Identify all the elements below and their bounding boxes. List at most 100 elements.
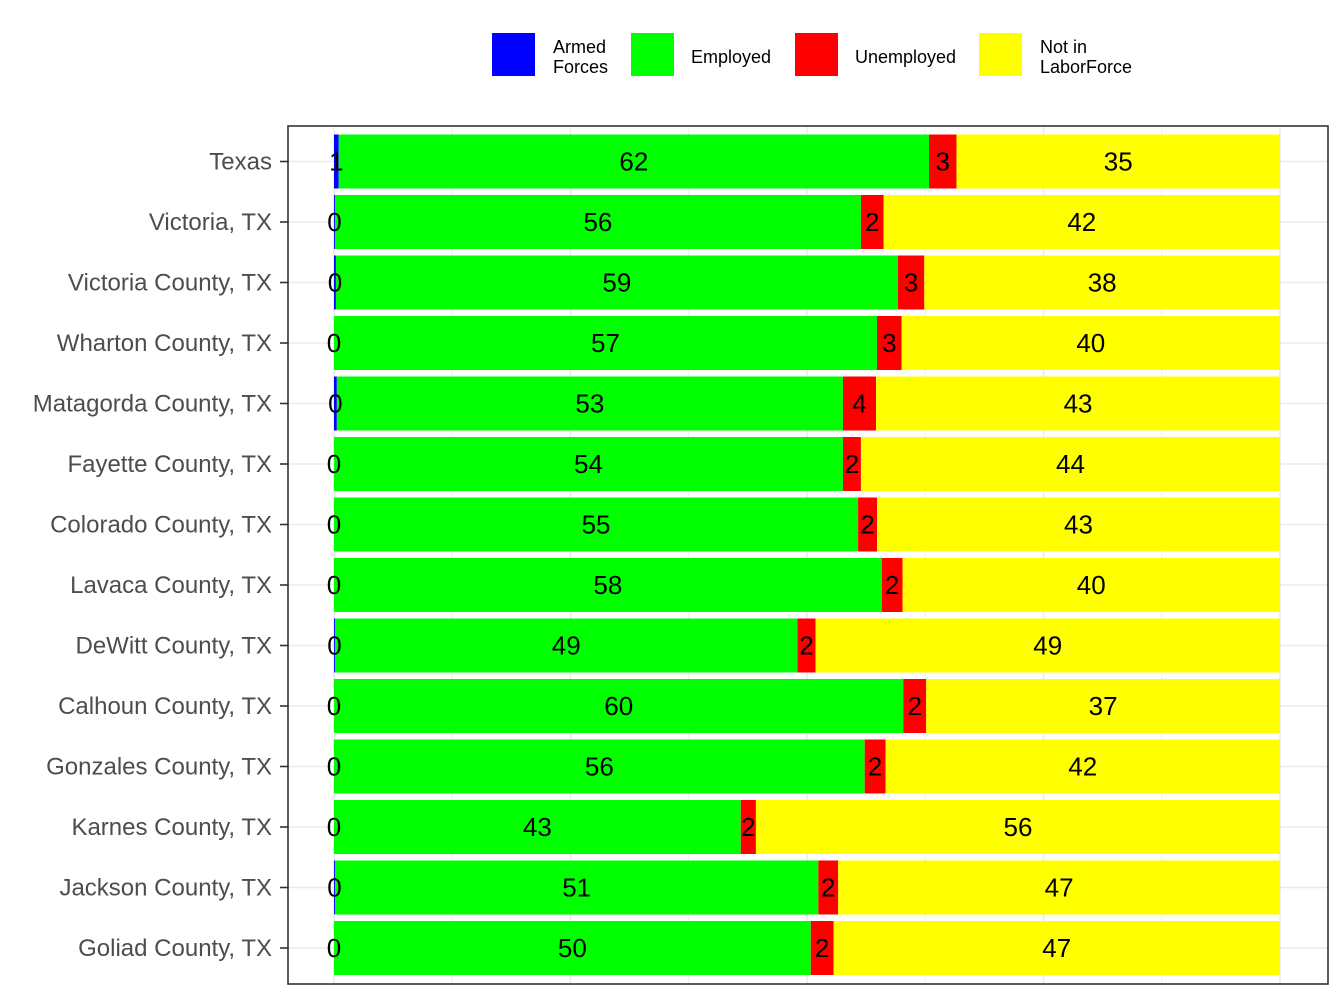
legend-key [979,33,1022,76]
legend-label: Employed [691,47,771,67]
bar-segment-unemployed [903,679,927,733]
segment-value-label: 2 [868,752,882,782]
segment-value-label: 47 [1042,933,1071,963]
bar-segment-armed-forces [334,860,335,915]
segment-value-label: 42 [1068,752,1097,782]
bar-segment-unemployed [877,316,902,370]
segment-value-label: 0 [327,328,341,358]
segment-value-label: 2 [845,449,859,479]
bar-segment-employed [334,497,859,552]
segment-value-label: 58 [593,570,622,600]
bar-segment-armed-forces [334,255,336,310]
bar-segment-unemployed [740,800,756,854]
category-label: Fayette County, TX [67,451,272,478]
segment-value-label: 44 [1056,449,1085,479]
bar-segment-not-in-laborforce [877,497,1280,552]
segment-value-label: 0 [328,268,342,298]
y-axis: Texas Victoria, TX Victoria County, TX Whar… [33,149,288,962]
bar-segment-not-in-laborforce [885,739,1280,794]
legend-label: Not in LaborForce [1040,37,1132,77]
segment-value-label: 0 [327,933,341,963]
legend-key [795,33,838,76]
segment-value-label: 59 [602,268,631,298]
segment-value-label: 1 [329,147,343,177]
category-label: Lavaca County, TX [70,572,272,599]
segment-value-label: 53 [575,389,604,419]
segment-value-label: 42 [1067,207,1096,237]
bar-segment-employed [334,195,861,249]
category-label: Wharton County, TX [57,330,272,357]
segment-value-label: 43 [1064,510,1093,540]
segment-value-label: 40 [1076,328,1105,358]
segment-value-label: 4 [852,389,866,419]
category-label: Calhoun County, TX [58,693,272,720]
segment-value-label: 43 [523,812,552,842]
bar-segment-armed-forces [334,376,337,431]
category-label: Gonzales County, TX [46,754,272,781]
segment-value-label: 0 [327,691,341,721]
bar-segment-unemployed [810,921,834,975]
bar-segment-not-in-laborforce [901,316,1280,370]
segment-value-label: 3 [904,268,918,298]
category-label: Jackson County, TX [59,875,272,902]
segment-value-label: 47 [1045,873,1074,903]
segment-value-label: 0 [327,570,341,600]
segment-value-label: 35 [1104,147,1133,177]
category-label: Matagorda County, TX [33,391,272,418]
segment-value-label: 0 [327,449,341,479]
bar-segment-employed [334,679,904,733]
bar-segment-unemployed [858,497,878,552]
segment-value-label: 49 [1033,631,1062,661]
category-label: Goliad County, TX [78,935,272,962]
bar-segment-not-in-laborforce [860,437,1280,491]
bar-segment-armed-forces [334,618,335,673]
category-label: Texas [209,149,272,176]
segment-value-label: 2 [815,933,829,963]
segment-value-label: 60 [604,691,633,721]
segment-value-label: 0 [327,873,341,903]
category-label: Karnes County, TX [71,814,272,841]
segment-value-label: 49 [552,631,581,661]
bar-segment-employed [335,255,898,310]
segment-value-label: 0 [327,752,341,782]
bar-segment-not-in-laborforce [755,800,1280,854]
bar-segment-unemployed [864,739,886,794]
segment-value-label: 55 [582,510,611,540]
legend-key [631,33,674,76]
bar-segment-not-in-laborforce [815,618,1280,673]
category-label: DeWitt County, TX [76,633,273,660]
bar-segment-unemployed [818,860,839,915]
segment-value-label: 50 [558,933,587,963]
bar-segment-unemployed [881,558,903,612]
bar-segment-unemployed [860,195,884,249]
bar-segment-employed [334,558,882,612]
bar-segment-employed [338,134,930,189]
segment-labels: 1 62 3 35 0 56 2 42 0 59 3 38 0 57 3 40 0 53 4 43 0 54 2 44 0 55 2… [327,147,1133,964]
segment-value-label: 2 [865,207,879,237]
segment-value-label: 51 [562,873,591,903]
segment-value-label: 56 [585,752,614,782]
segment-value-label: 56 [583,207,612,237]
bar-segment-employed [334,437,843,491]
bar-segment-employed [336,376,843,431]
category-label: Colorado County, TX [50,512,272,539]
segment-value-label: 0 [327,812,341,842]
category-label: Victoria, TX [149,209,272,236]
bar-segment-unemployed [929,134,957,189]
segment-value-label: 0 [327,631,341,661]
bar-segment-unemployed [897,255,925,310]
legend: Armed Forces Employed Unemployed Not in Labor… [492,33,1132,77]
bar-segment-not-in-laborforce [926,679,1280,733]
segment-value-label: 0 [327,510,341,540]
legend-label: Armed Forces [553,37,608,77]
segment-value-label: 54 [574,449,603,479]
bar-segment-armed-forces [334,195,335,249]
bar-segment-employed [334,618,798,673]
segment-value-label: 2 [799,631,813,661]
bars [334,134,1280,975]
bar-segment-not-in-laborforce [838,860,1280,915]
bar-segment-not-in-laborforce [902,558,1280,612]
segment-value-label: 56 [1003,812,1032,842]
segment-value-label: 2 [741,812,755,842]
